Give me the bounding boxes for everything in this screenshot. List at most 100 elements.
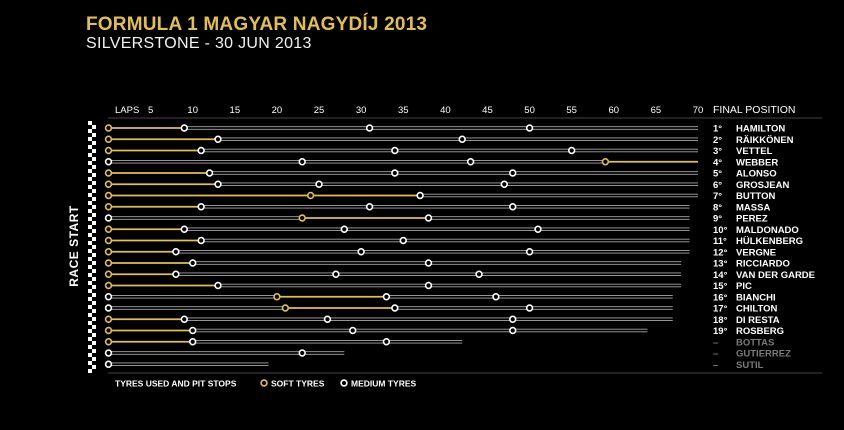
stint-medium bbox=[428, 283, 682, 288]
stint-medium bbox=[108, 306, 286, 310]
stint-medium bbox=[184, 126, 370, 130]
soft-tyre-marker bbox=[601, 158, 610, 166]
medium-tyre-marker bbox=[180, 315, 188, 323]
flag-square bbox=[92, 181, 96, 185]
medium-tyre-marker bbox=[298, 349, 306, 357]
flag-square bbox=[88, 361, 92, 365]
legend-soft-label: SOFT TYRES bbox=[271, 379, 325, 389]
stint-medium bbox=[209, 171, 395, 175]
driver-name: ALONSO bbox=[736, 169, 777, 180]
driver-name: RÄIKKÖNEN bbox=[736, 135, 794, 146]
driver-row: – GUTIERREZ bbox=[104, 349, 791, 360]
driver-row: 19° ROSBERG bbox=[104, 326, 784, 337]
final-position: 10° bbox=[713, 225, 728, 236]
driver-row: 15° PIC bbox=[104, 281, 752, 292]
driver-name: SUTIL bbox=[736, 360, 764, 371]
stint-medium bbox=[470, 159, 606, 164]
stint-medium bbox=[495, 295, 673, 299]
soft-tyre-marker bbox=[104, 191, 113, 200]
x-tick-label: 15 bbox=[230, 105, 241, 116]
driver-row: 14° VAN DER GARDE bbox=[104, 270, 815, 281]
stint-medium bbox=[403, 238, 690, 243]
flag-square bbox=[92, 365, 96, 369]
final-position: 18° bbox=[713, 315, 728, 326]
stint-medium bbox=[369, 204, 513, 209]
flag-square bbox=[88, 225, 92, 229]
medium-tyre-marker bbox=[391, 304, 399, 312]
final-position: 8° bbox=[713, 202, 722, 213]
flag-square bbox=[88, 289, 92, 293]
x-tick-label: 10 bbox=[187, 105, 198, 116]
flag-square bbox=[92, 213, 96, 217]
flag-square bbox=[92, 125, 96, 129]
final-position: – bbox=[713, 337, 718, 348]
page-title: FORMULA 1 MAGYAR NAGYDÍJ 2013 bbox=[86, 14, 428, 35]
race-start-checkered-flag bbox=[88, 121, 96, 373]
medium-tyre-marker bbox=[492, 293, 500, 301]
flag-square bbox=[92, 229, 96, 233]
soft-tyre-marker bbox=[104, 281, 113, 290]
flag-square bbox=[92, 349, 96, 353]
medium-tyre-marker bbox=[475, 270, 483, 278]
driver-row: – SUTIL bbox=[104, 360, 764, 371]
flag-square bbox=[88, 201, 92, 205]
medium-tyre-marker bbox=[509, 315, 517, 323]
final-position: 5° bbox=[713, 169, 722, 180]
final-position: 12° bbox=[713, 247, 728, 258]
medium-tyre-marker bbox=[172, 248, 180, 256]
x-tick-label: 30 bbox=[356, 105, 367, 116]
stint-medium bbox=[175, 272, 336, 276]
driver-row: 18° DI RESTA bbox=[104, 315, 780, 326]
medium-tyre-marker bbox=[197, 236, 205, 245]
flag-square bbox=[88, 177, 92, 181]
stint-medium bbox=[108, 216, 303, 220]
stint-medium bbox=[537, 227, 690, 232]
flag-square bbox=[92, 277, 96, 281]
medium-tyre-marker bbox=[424, 259, 433, 267]
flag-square bbox=[88, 353, 92, 357]
stint-medium bbox=[302, 159, 471, 164]
legend-soft-marker bbox=[260, 379, 268, 387]
soft-tyre-marker bbox=[281, 304, 290, 312]
soft-tyre-marker bbox=[104, 180, 113, 188]
driver-row: 2° RÄIKKÖNEN bbox=[104, 135, 794, 146]
medium-tyre-marker bbox=[349, 326, 357, 335]
soft-tyre-marker bbox=[298, 214, 306, 222]
driver-name: BUTTON bbox=[736, 191, 776, 202]
stint-medium bbox=[529, 126, 698, 130]
final-position: 17° bbox=[713, 304, 728, 315]
legend-medium-marker bbox=[340, 379, 348, 387]
flag-square bbox=[92, 285, 96, 289]
driver-rows: 1° HAMILTON 2° RÄIKKÖNEN 3° VETTEL 4° WEBBER 5° A… bbox=[104, 124, 815, 371]
driver-row: 6° GROSJEAN bbox=[104, 180, 789, 191]
medium-tyre-marker bbox=[509, 203, 517, 211]
flag-square bbox=[88, 305, 92, 309]
flag-square bbox=[92, 173, 96, 177]
soft-tyre-marker bbox=[104, 146, 113, 155]
stint-medium bbox=[217, 137, 463, 142]
flag-square bbox=[92, 261, 96, 265]
stint-medium bbox=[217, 283, 429, 288]
driver-name: PEREZ bbox=[736, 214, 768, 225]
stint-medium bbox=[192, 340, 387, 344]
final-position: 13° bbox=[713, 259, 728, 270]
soft-tyre-marker bbox=[104, 135, 113, 143]
medium-tyre-marker bbox=[189, 259, 197, 267]
medium-tyre-marker bbox=[197, 146, 205, 155]
soft-tyre-marker bbox=[104, 259, 113, 267]
medium-tyre-marker bbox=[382, 338, 391, 346]
flag-square bbox=[92, 317, 96, 321]
medium-tyre-marker bbox=[104, 293, 113, 301]
flag-square bbox=[88, 249, 92, 253]
flag-square bbox=[88, 145, 92, 149]
driver-name: MALDONADO bbox=[736, 225, 799, 236]
stint-medium bbox=[428, 261, 682, 265]
stint-medium bbox=[352, 328, 513, 333]
driver-name: GUTIERREZ bbox=[736, 349, 791, 360]
medium-tyre-marker bbox=[357, 248, 365, 256]
soft-tyre-marker bbox=[273, 293, 281, 301]
stint-medium bbox=[386, 340, 463, 344]
stint-medium bbox=[327, 317, 513, 321]
final-position: 15° bbox=[713, 281, 728, 292]
